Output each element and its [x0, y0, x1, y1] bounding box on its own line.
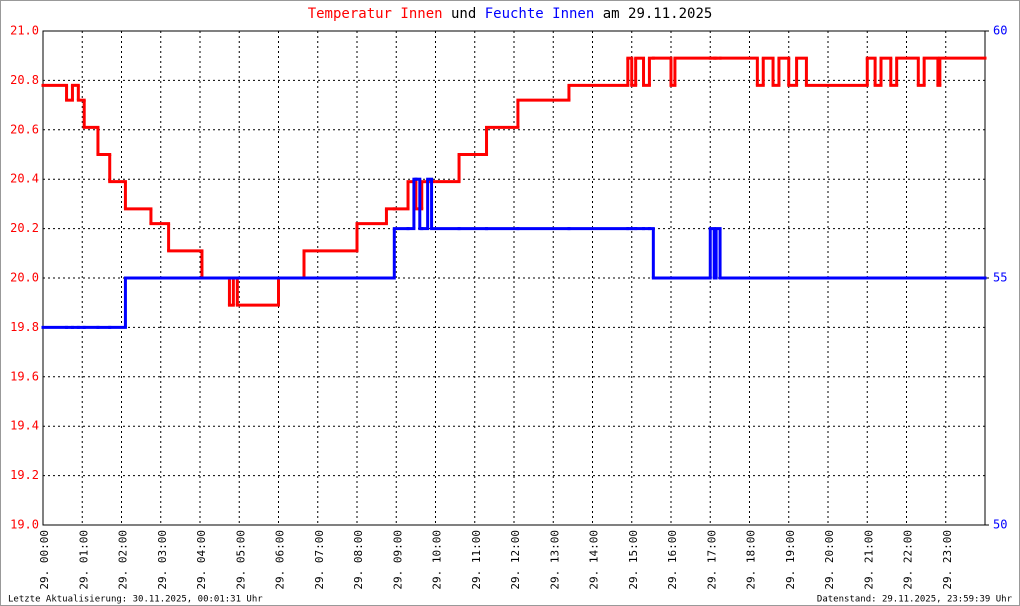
- x-tick-label: 29. 19:00: [784, 530, 797, 590]
- x-tick-label: 29. 18:00: [745, 530, 758, 590]
- y-tick-label: 20.4: [10, 172, 39, 186]
- x-tick-label: 29. 04:00: [195, 530, 208, 590]
- x-tick-label: 29. 02:00: [117, 530, 130, 590]
- title-series-2: Feuchte Innen: [485, 6, 595, 22]
- x-tick-label: 29. 22:00: [902, 530, 915, 590]
- x-tick-label: 29. 14:00: [588, 530, 601, 590]
- y-tick-label: 19.4: [10, 419, 39, 433]
- footer-right: Datenstand: 29.11.2025, 23:59:39 Uhr: [817, 595, 1013, 605]
- footer-left: Letzte Aktualisierung: 30.11.2025, 00:01…: [8, 595, 263, 605]
- y2-tick-label: 60: [993, 24, 1007, 38]
- y-tick-label: 20.0: [10, 271, 39, 285]
- y-tick-label: 19.0: [10, 518, 39, 532]
- x-tick-label: 29. 08:00: [352, 530, 365, 590]
- y-tick-label: 20.6: [10, 122, 39, 136]
- x-tick-label: 29. 15:00: [627, 530, 640, 590]
- x-tick-label: 29. 12:00: [509, 530, 522, 590]
- title-date: am 29.11.2025: [603, 6, 713, 22]
- x-tick-label: 29. 20:00: [823, 530, 836, 590]
- title-connector: und: [451, 6, 476, 22]
- x-tick-label: 29. 03:00: [156, 530, 169, 590]
- x-tick-label: 29. 07:00: [313, 530, 326, 590]
- y-tick-label: 21.0: [10, 24, 39, 38]
- y-tick-label: 19.6: [10, 369, 39, 383]
- x-tick-label: 29. 11:00: [470, 530, 483, 590]
- x-tick-label: 29. 17:00: [705, 530, 718, 590]
- x-tick-label: 29. 23:00: [941, 530, 954, 590]
- x-tick-label: 29. 13:00: [548, 530, 561, 590]
- x-tick-label: 29. 00:00: [38, 530, 51, 590]
- x-tick-label: 29. 09:00: [391, 530, 404, 590]
- x-tick-label: 29. 05:00: [234, 530, 247, 590]
- y2-tick-label: 55: [993, 271, 1007, 285]
- title-series-1: Temperatur Innen: [308, 6, 443, 22]
- y-tick-label: 19.8: [10, 320, 39, 334]
- x-tick-label: 29. 01:00: [77, 530, 90, 590]
- x-tick-label: 29. 06:00: [274, 530, 287, 590]
- x-tick-label: 29. 21:00: [862, 530, 875, 590]
- x-tick-label: 29. 10:00: [431, 530, 444, 590]
- y-tick-label: 20.2: [10, 221, 39, 235]
- y-tick-label: 19.2: [10, 468, 39, 482]
- x-tick-label: 29. 16:00: [666, 530, 679, 590]
- chart-title: Temperatur Innen und Feuchte Innen am 29…: [308, 6, 713, 22]
- y2-tick-label: 50: [993, 518, 1007, 532]
- y-tick-label: 20.8: [10, 73, 39, 87]
